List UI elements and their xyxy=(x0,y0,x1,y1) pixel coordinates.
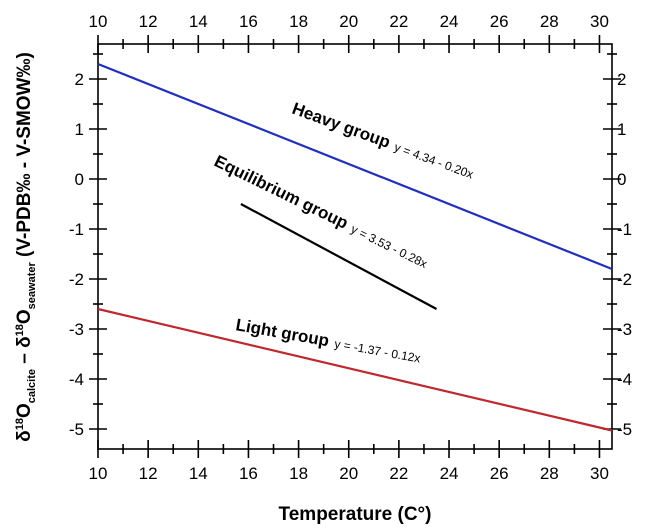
equation-equilibrium: y = 3.53 - 0.28x xyxy=(349,222,430,271)
x-tick-label-top: 24 xyxy=(440,12,459,31)
series-line-0 xyxy=(97,62,613,271)
y-tick-label-right: -1 xyxy=(617,220,632,239)
series-label-light: Light groupy = -1.37 - 0.12x xyxy=(234,315,422,366)
x-tick-label-bottom: 12 xyxy=(139,464,158,483)
x-tick-label-top: 18 xyxy=(289,12,308,31)
x-tick-label-top: 28 xyxy=(540,12,559,31)
y-tick-label-right: -3 xyxy=(617,320,632,339)
x-tick-label-top: 10 xyxy=(89,12,108,31)
x-tick-label-bottom: 14 xyxy=(189,464,208,483)
y-tick-label-right: -2 xyxy=(617,270,632,289)
y-tick-label-right: 1 xyxy=(617,120,626,139)
plot-frame xyxy=(97,43,613,450)
series-label-heavy: Heavy groupy = 4.34 - 0.20x xyxy=(290,99,477,183)
y-tick-label-left: 1 xyxy=(75,120,84,139)
x-tick-label-top: 30 xyxy=(590,12,609,31)
y-tick-label-left: -2 xyxy=(69,270,84,289)
y-tick-label-left: 0 xyxy=(75,170,84,189)
x-tick-label-bottom: 16 xyxy=(239,464,258,483)
y-tick-label-right: -5 xyxy=(617,420,632,439)
x-tick-label-bottom: 22 xyxy=(389,464,408,483)
x-tick-label-top: 14 xyxy=(189,12,208,31)
series-line-1 xyxy=(240,203,438,310)
tick-labels: 1010121214141616181820202222242426262828… xyxy=(69,12,632,483)
x-tick-label-top: 20 xyxy=(339,12,358,31)
y-tick-label-left: -1 xyxy=(69,220,84,239)
series-labels: Heavy groupy = 4.34 - 0.20x Equilibrium … xyxy=(211,99,477,366)
x-tick-label-top: 12 xyxy=(139,12,158,31)
x-tick-label-top: 22 xyxy=(389,12,408,31)
series-name-heavy: Heavy group xyxy=(290,99,393,152)
x-tick-label-bottom: 26 xyxy=(490,464,509,483)
y-tick-label-left: -3 xyxy=(69,320,84,339)
x-tick-label-bottom: 30 xyxy=(590,464,609,483)
y-tick-label-left: -4 xyxy=(69,370,84,389)
equation-light: y = -1.37 - 0.12x xyxy=(333,337,421,366)
x-tick-label-top: 26 xyxy=(490,12,509,31)
series-name-equilibrium: Equilibrium group xyxy=(211,152,351,233)
series-line-2 xyxy=(97,307,613,432)
x-tick-label-bottom: 10 xyxy=(89,464,108,483)
y-tick-label-left: -5 xyxy=(69,420,84,439)
y-tick-label-right: 0 xyxy=(617,170,626,189)
x-tick-label-bottom: 18 xyxy=(289,464,308,483)
ticks xyxy=(89,35,621,458)
equation-heavy: y = 4.34 - 0.20x xyxy=(392,140,475,182)
y-axis-title: δ18Ocalcite – δ18Oseawater (V-PDB‰ - V-S… xyxy=(14,52,38,442)
series-label-equilibrium: Equilibrium groupy = 3.53 - 0.28x xyxy=(211,152,431,272)
x-tick-label-bottom: 20 xyxy=(339,464,358,483)
x-tick-label-top: 16 xyxy=(239,12,258,31)
series-lines xyxy=(97,62,613,432)
y-tick-label-right: -4 xyxy=(617,370,632,389)
x-axis-title: Temperature (C°) xyxy=(279,504,432,525)
x-tick-label-bottom: 28 xyxy=(540,464,559,483)
y-tick-label-right: 2 xyxy=(617,70,626,89)
x-tick-label-bottom: 24 xyxy=(440,464,459,483)
y-tick-label-left: 2 xyxy=(75,70,84,89)
